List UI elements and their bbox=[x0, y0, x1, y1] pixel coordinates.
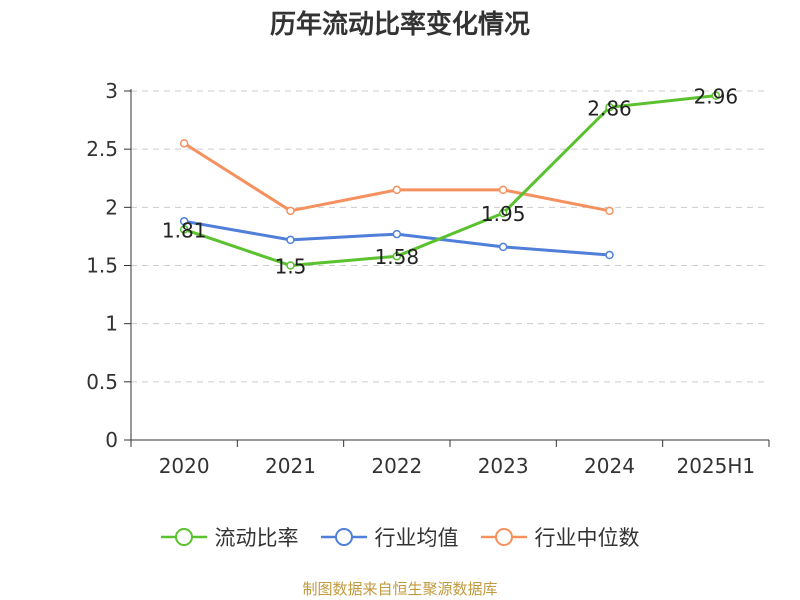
x-tick-label: 2023 bbox=[478, 454, 529, 478]
x-tick-label: 2020 bbox=[159, 454, 210, 478]
y-tick-label: 0.5 bbox=[86, 370, 118, 394]
y-tick-label: 0 bbox=[105, 428, 118, 452]
grid-layer bbox=[131, 90, 769, 383]
series-line bbox=[183, 142, 610, 213]
data-label: 2.96 bbox=[694, 85, 739, 109]
data-label: 1.81 bbox=[162, 218, 207, 242]
data-point bbox=[498, 242, 508, 252]
legend-symbol-icon bbox=[320, 528, 367, 546]
x-tick-label: 2021 bbox=[265, 454, 316, 478]
data-point bbox=[605, 206, 614, 216]
x-tick-label: 2024 bbox=[584, 454, 635, 478]
y-tick-label: 1.5 bbox=[86, 254, 118, 278]
chart-title: 历年流动比率变化情况 bbox=[269, 10, 530, 40]
data-label-layer: 1.81 1.5 1.58 1.95 2.86 2.96 bbox=[162, 85, 738, 279]
data-point bbox=[286, 206, 295, 216]
data-point bbox=[286, 261, 295, 270]
data-label: 1.58 bbox=[375, 245, 420, 269]
data-point bbox=[711, 91, 721, 100]
axis-layer: 0 0.5 1 1.5 2 2.5 3 2020 2021 2022 2023 2024 2025H1 bbox=[86, 79, 770, 478]
source-note: 制图数据来自恒生聚源数据库 bbox=[302, 580, 498, 598]
y-tick-label: 2 bbox=[105, 195, 118, 219]
legend-item[interactable]: 流动比率 bbox=[160, 522, 299, 552]
data-point bbox=[286, 235, 295, 245]
series-layer bbox=[179, 91, 721, 270]
legend: 流动比率 行业均值 行业中位数 bbox=[0, 520, 800, 554]
y-tick-label: 1 bbox=[105, 312, 118, 336]
data-point bbox=[179, 225, 189, 234]
data-point bbox=[605, 250, 614, 260]
data-point bbox=[498, 185, 508, 195]
series-line bbox=[183, 94, 716, 267]
data-point bbox=[392, 251, 402, 261]
y-tick-label: 2.5 bbox=[86, 137, 118, 161]
x-tick-label: 2022 bbox=[371, 454, 422, 478]
data-point bbox=[179, 217, 189, 226]
data-point bbox=[392, 229, 402, 239]
legend-label: 流动比率 bbox=[214, 526, 299, 550]
data-label: 1.95 bbox=[481, 202, 526, 226]
data-point bbox=[498, 208, 508, 218]
legend-item[interactable]: 行业均值 bbox=[320, 522, 459, 552]
legend-label: 行业中位数 bbox=[534, 526, 640, 550]
x-tick-label: 2025H1 bbox=[676, 454, 755, 478]
legend-label: 行业均值 bbox=[374, 526, 459, 550]
data-point bbox=[605, 103, 614, 112]
data-point bbox=[179, 139, 189, 148]
data-label: 2.86 bbox=[587, 96, 632, 120]
legend-item[interactable]: 行业中位数 bbox=[480, 522, 640, 552]
data-label: 1.5 bbox=[275, 255, 307, 279]
data-point bbox=[392, 185, 402, 195]
y-tick-label: 3 bbox=[105, 79, 118, 103]
legend-symbol-icon bbox=[480, 528, 527, 546]
legend-symbol-icon bbox=[160, 528, 207, 546]
